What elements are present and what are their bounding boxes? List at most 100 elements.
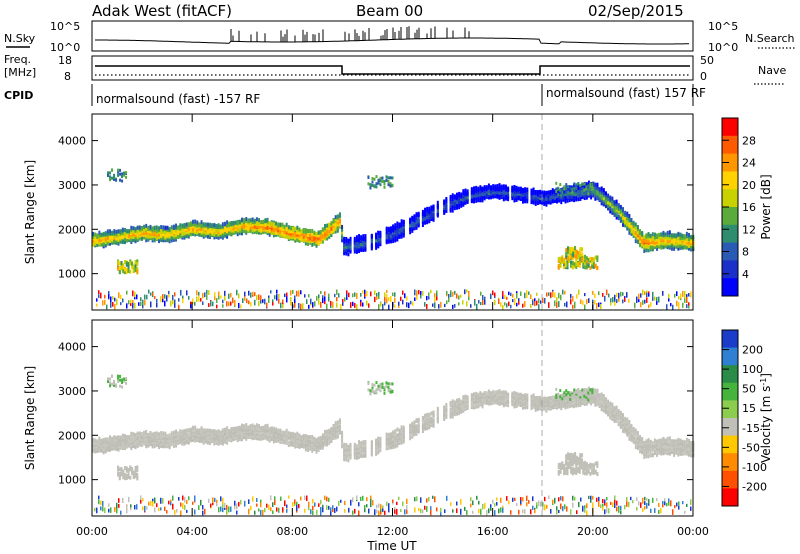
freq-tick-18: 18: [58, 54, 72, 67]
velocity-cell: [219, 434, 222, 439]
power-cell: [559, 258, 562, 263]
velocity-cell: [130, 442, 133, 447]
power-cell: [549, 189, 552, 194]
velocity-cell: [402, 439, 405, 444]
velocity-cell: [394, 443, 397, 448]
power-clutter: [584, 293, 586, 297]
power-clutter: [250, 292, 252, 298]
velocity-cell: [94, 447, 97, 452]
velocity-cell: [334, 430, 337, 435]
power-cell: [530, 188, 533, 193]
velocity-cell: [204, 436, 207, 441]
power-cell: [379, 183, 382, 187]
velocity-cell: [398, 428, 401, 433]
power-clutter: [140, 297, 142, 302]
velocity-cell: [277, 432, 280, 437]
power-cell: [567, 246, 570, 251]
power-cell: [602, 202, 605, 207]
velocity-cell: [232, 437, 235, 442]
power-clutter: [614, 294, 616, 301]
power-cell: [585, 265, 588, 270]
velocity-cell: [175, 434, 178, 439]
power-cell: [628, 214, 631, 219]
power-cell: [602, 196, 605, 201]
power-cell: [570, 246, 573, 251]
power-cell: [571, 256, 574, 261]
power-cell: [683, 244, 686, 249]
power-cell: [643, 234, 646, 239]
velocity-cell: [315, 449, 318, 454]
power-cell: [221, 224, 224, 229]
power-cell: [559, 189, 562, 193]
power-cell: [564, 263, 567, 268]
power-cell: [481, 187, 484, 192]
power-cell: [100, 232, 103, 237]
velocity-cell: [111, 442, 114, 447]
velocity-cell: [228, 432, 231, 437]
power-clutter: [324, 291, 326, 296]
power-clutter: [132, 303, 134, 309]
velocity-cell: [287, 434, 290, 439]
power-clutter: [684, 290, 686, 295]
power-cell: [575, 195, 578, 200]
power-cell: [653, 245, 656, 250]
power-cell: [515, 193, 518, 198]
velocity-cell: [206, 428, 209, 433]
velocity-cell: [134, 436, 137, 441]
power-clutter: [356, 292, 358, 299]
power-cell: [166, 230, 169, 235]
power-cell: [458, 200, 461, 205]
power-cell: [600, 186, 603, 191]
power-clutter: [532, 300, 534, 306]
power-clutter: [482, 299, 484, 306]
power-cell: [121, 175, 124, 179]
power-cell: [119, 178, 122, 182]
velocity-cell: [402, 428, 405, 433]
velocity-cell: [347, 453, 350, 458]
power-cell: [258, 228, 261, 233]
power-cell: [204, 223, 207, 228]
velocity-cell: [240, 434, 243, 439]
power-cell: [458, 195, 461, 200]
power-cell: [477, 197, 480, 202]
velocity-cell: [306, 439, 309, 444]
velocity-cell: [296, 442, 299, 447]
power-clutter: [186, 290, 188, 296]
power-cell: [578, 263, 581, 268]
power-clutter: [304, 294, 306, 298]
velocity-cell: [413, 424, 416, 429]
power-clutter: [354, 302, 356, 308]
power-clutter: [204, 292, 206, 298]
velocity-cell: [272, 439, 275, 444]
power-cell: [206, 233, 209, 238]
velocity-cell: [324, 439, 327, 444]
power-clutter: [476, 303, 478, 310]
power-cell: [581, 247, 584, 252]
power-cell: [622, 222, 625, 227]
velocity-cell: [151, 438, 154, 443]
velocity-cell: [240, 430, 243, 435]
power-clutter: [312, 302, 314, 308]
power-cell: [249, 228, 252, 233]
power-clutter: [522, 303, 524, 308]
power-cell: [92, 238, 94, 243]
power-clutter: [542, 297, 544, 304]
power-cell: [613, 212, 616, 217]
velocity-cell: [115, 435, 118, 440]
power-cell: [162, 227, 165, 232]
velocity-cell: [121, 437, 124, 442]
power-clutter: [444, 303, 446, 308]
frequency-series: [95, 65, 690, 75]
power-clutter: [322, 295, 324, 300]
power-clutter: [110, 301, 112, 308]
power-cell: [196, 223, 199, 228]
velocity-cell: [385, 444, 388, 449]
power-clutter: [404, 293, 406, 299]
velocity-cell: [362, 443, 365, 448]
power-cell: [113, 229, 116, 234]
power-cell: [449, 202, 452, 207]
power-cell: [353, 240, 356, 245]
power-cell: [377, 234, 380, 239]
power-cell: [381, 179, 384, 183]
velocity-cell: [332, 432, 335, 437]
